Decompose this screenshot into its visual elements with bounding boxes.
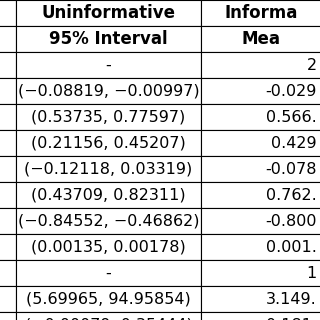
Bar	[0, 312, 16, 320]
Bar	[0, 286, 16, 312]
Bar	[0, 0, 16, 26]
Text: -0.029: -0.029	[266, 84, 317, 99]
Text: Uninformative: Uninformative	[42, 4, 175, 22]
Text: 2: 2	[307, 58, 317, 73]
Bar	[201, 286, 320, 312]
Text: (0.43709, 0.82311): (0.43709, 0.82311)	[31, 188, 186, 203]
Bar	[0, 182, 16, 208]
Bar	[16, 208, 201, 234]
Bar	[0, 260, 16, 286]
Bar	[16, 104, 201, 130]
Text: (0.53735, 0.77597): (0.53735, 0.77597)	[31, 109, 186, 124]
Text: 0.001.: 0.001.	[266, 239, 317, 254]
Bar	[0, 78, 16, 104]
Text: -0.078: -0.078	[266, 162, 317, 177]
Bar	[0, 104, 16, 130]
Bar	[201, 104, 320, 130]
Bar	[201, 234, 320, 260]
Text: 0.429: 0.429	[271, 135, 317, 150]
Bar	[201, 156, 320, 182]
Text: 3.149.: 3.149.	[266, 292, 317, 307]
Bar	[201, 208, 320, 234]
Text: 0.762.: 0.762.	[266, 188, 317, 203]
Text: 95% Interval: 95% Interval	[49, 30, 168, 48]
Text: 0.181.: 0.181.	[266, 317, 317, 320]
Text: Mea: Mea	[242, 30, 281, 48]
Text: (−0.84552, −0.46862): (−0.84552, −0.46862)	[18, 213, 199, 228]
Text: Informa: Informa	[224, 4, 298, 22]
Bar	[16, 0, 201, 26]
Text: -: -	[106, 266, 111, 281]
Bar	[0, 208, 16, 234]
Bar	[201, 312, 320, 320]
Bar	[16, 156, 201, 182]
Bar	[0, 156, 16, 182]
Bar	[16, 234, 201, 260]
Bar	[0, 52, 16, 78]
Bar	[16, 130, 201, 156]
Text: (−0.12118, 0.03319): (−0.12118, 0.03319)	[24, 162, 193, 177]
Text: (0.00135, 0.00178): (0.00135, 0.00178)	[31, 239, 186, 254]
Bar	[0, 130, 16, 156]
Bar	[201, 182, 320, 208]
Text: -0.800: -0.800	[266, 213, 317, 228]
Bar	[16, 312, 201, 320]
Bar	[201, 78, 320, 104]
Bar	[201, 0, 320, 26]
Bar	[0, 234, 16, 260]
Bar	[16, 52, 201, 78]
Text: 1: 1	[307, 266, 317, 281]
Bar	[16, 78, 201, 104]
Text: (−0.00079, 0.35444): (−0.00079, 0.35444)	[25, 317, 192, 320]
Text: -: -	[106, 58, 111, 73]
Text: (5.69965, 94.95854): (5.69965, 94.95854)	[26, 292, 191, 307]
Bar	[16, 182, 201, 208]
Bar	[201, 26, 320, 52]
Bar	[16, 286, 201, 312]
Bar	[201, 52, 320, 78]
Text: (0.21156, 0.45207): (0.21156, 0.45207)	[31, 135, 186, 150]
Bar	[0, 26, 16, 52]
Bar	[201, 260, 320, 286]
Text: (−0.08819, −0.00997): (−0.08819, −0.00997)	[18, 84, 199, 99]
Bar	[16, 260, 201, 286]
Text: 0.566.: 0.566.	[266, 109, 317, 124]
Bar	[201, 130, 320, 156]
Bar	[16, 26, 201, 52]
